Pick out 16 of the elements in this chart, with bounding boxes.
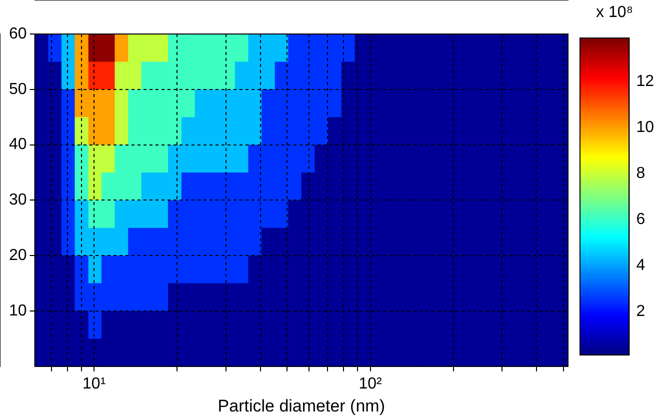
color-bar-label: 2 [636, 302, 646, 320]
y-tick-label: 60 [9, 25, 27, 42]
y-tick-label: 50 [9, 80, 27, 98]
color-bar-title: x 10⁸ [596, 4, 633, 22]
x-tick-label: 10² [358, 375, 382, 392]
color-bar-label: 4 [636, 256, 646, 274]
y-tick-label: 10 [9, 302, 27, 320]
color-bar-label: 12 [636, 73, 654, 90]
color-bar-label: 6 [636, 210, 646, 228]
color-bar-label: 8 [636, 164, 646, 182]
x-tick-label: 10¹ [82, 375, 106, 392]
y-tick-label: 30 [9, 192, 27, 209]
x-axis-title: Particle diameter (nm) [218, 396, 386, 416]
color-bar-label: 10 [636, 118, 654, 136]
y-tick-label: 40 [9, 136, 27, 154]
y-tick-label: 20 [9, 247, 27, 264]
